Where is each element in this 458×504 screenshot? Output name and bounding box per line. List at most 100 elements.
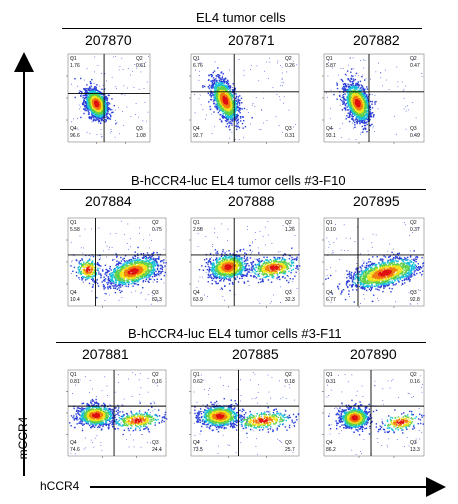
event-dot xyxy=(363,67,365,69)
event-dot xyxy=(108,103,111,105)
event-dot xyxy=(232,90,234,92)
event-dot xyxy=(218,75,221,77)
event-dot xyxy=(211,82,214,84)
event-dot xyxy=(88,259,91,262)
event-dot xyxy=(217,108,219,110)
event-dot xyxy=(107,110,109,113)
event-dot xyxy=(347,78,349,80)
event-dot xyxy=(371,112,373,115)
event-dot xyxy=(85,102,87,104)
event-dot xyxy=(108,102,110,103)
event-dot xyxy=(82,277,84,280)
event-dot xyxy=(212,85,215,87)
event-dot xyxy=(217,95,219,97)
event-dot xyxy=(110,279,113,281)
event-dot xyxy=(106,112,108,114)
event-dot xyxy=(90,94,92,96)
event-dot xyxy=(71,261,73,263)
event-dot xyxy=(101,73,102,75)
event-dot xyxy=(224,88,226,91)
event-dot xyxy=(223,80,226,83)
event-dot xyxy=(117,264,120,266)
event-dot xyxy=(194,112,196,114)
event-dot xyxy=(98,91,101,93)
plot-frame xyxy=(323,53,425,143)
event-dot xyxy=(83,281,84,283)
event-dot xyxy=(102,94,104,96)
event-dot xyxy=(108,117,110,120)
quadrant-percent: 1.08 xyxy=(136,133,146,139)
event-dot xyxy=(208,101,210,103)
event-dot xyxy=(195,69,196,71)
event-dot xyxy=(225,92,227,94)
event-dot xyxy=(89,95,91,97)
event-dot xyxy=(109,265,111,268)
event-dot xyxy=(154,259,157,262)
event-dot xyxy=(160,271,162,274)
event-dot xyxy=(114,267,117,270)
event-dot xyxy=(72,254,74,255)
event-dot xyxy=(115,56,116,57)
event-dot xyxy=(216,105,218,108)
event-dot xyxy=(104,113,106,115)
event-dot xyxy=(131,259,133,262)
event-dot xyxy=(93,114,96,116)
event-dot xyxy=(105,112,107,114)
event-dot xyxy=(363,116,365,118)
event-dot xyxy=(92,116,94,119)
event-dot xyxy=(101,281,103,283)
event-dot xyxy=(236,105,239,107)
event-dot xyxy=(110,277,113,279)
event-dot xyxy=(348,106,351,108)
event-dot xyxy=(164,265,166,267)
event-dot xyxy=(360,119,362,122)
event-dot xyxy=(102,97,104,100)
event-dot xyxy=(107,106,110,109)
event-dot xyxy=(163,282,165,284)
event-dot xyxy=(103,278,106,281)
event-dot xyxy=(216,93,218,95)
event-dot xyxy=(358,115,361,118)
event-dot xyxy=(355,72,358,75)
event-dot xyxy=(116,288,119,290)
event-dot xyxy=(86,97,89,100)
event-dot xyxy=(349,79,351,82)
event-dot xyxy=(345,84,348,87)
event-dot xyxy=(279,84,281,86)
event-dot xyxy=(239,115,242,118)
event-dot xyxy=(269,61,271,63)
event-dot xyxy=(97,65,99,66)
event-dot xyxy=(237,98,239,100)
event-dot xyxy=(225,87,228,90)
event-dot xyxy=(355,106,358,108)
event-dot xyxy=(100,265,102,267)
event-dot xyxy=(97,110,100,112)
event-dot xyxy=(363,91,366,94)
event-dot xyxy=(102,100,104,103)
event-dot xyxy=(116,121,118,123)
event-dot xyxy=(372,116,375,118)
event-dot xyxy=(150,257,152,260)
event-dot xyxy=(343,89,345,92)
event-dot xyxy=(352,83,354,85)
event-dot xyxy=(230,100,232,103)
event-dot xyxy=(222,75,224,77)
event-dot xyxy=(350,77,353,80)
event-dot xyxy=(344,84,347,86)
event-dot xyxy=(369,108,372,111)
event-dot xyxy=(217,74,220,76)
event-dot xyxy=(126,243,128,244)
event-dot xyxy=(226,123,229,125)
event-dot xyxy=(102,250,104,252)
event-dot xyxy=(148,256,151,258)
event-dot xyxy=(332,67,333,69)
event-dot xyxy=(215,85,218,87)
event-dot xyxy=(96,296,98,299)
event-dot xyxy=(209,89,211,91)
event-dot xyxy=(234,97,237,100)
event-dot xyxy=(353,106,355,108)
event-dot xyxy=(116,87,117,89)
event-dot xyxy=(354,87,356,89)
event-dot xyxy=(157,274,160,276)
event-dot xyxy=(92,277,94,279)
